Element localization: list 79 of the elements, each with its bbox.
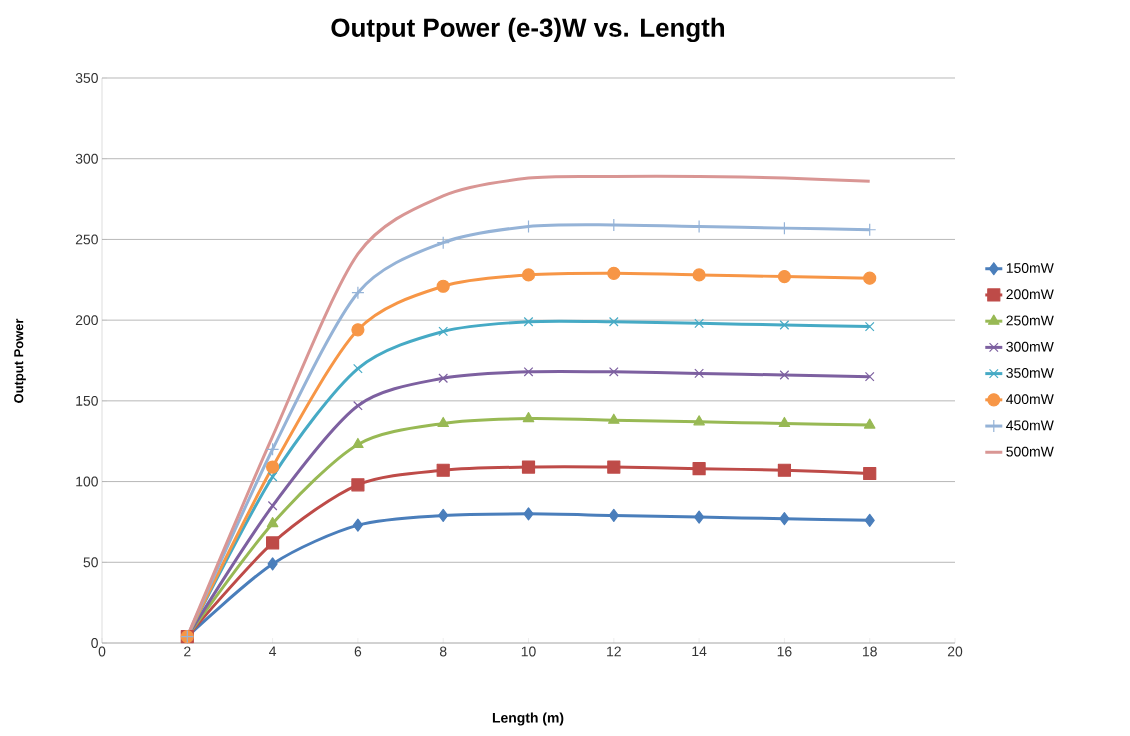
point [694,318,704,329]
point [608,366,619,377]
point [608,316,619,327]
point [521,268,536,282]
y-tick-label: 50 [83,557,98,568]
point [267,500,278,511]
x-tick-label: 20 [947,646,963,657]
x-tick-label: 2 [184,646,191,657]
point [351,286,365,300]
point [438,373,449,384]
x-tick-label: 8 [439,646,447,657]
legend-label: 500mW [1006,446,1054,457]
point [864,321,875,332]
point [779,320,790,330]
point [351,478,365,492]
point [608,413,620,424]
x-tick-label: 4 [269,646,277,657]
point [438,326,449,337]
point [863,418,876,429]
point [777,269,792,284]
point [352,518,363,532]
point [864,513,875,527]
point [436,463,450,477]
point [694,510,705,524]
legend-label: 250mW [1006,315,1054,326]
point [863,466,877,481]
y-tick-label: 200 [75,315,98,326]
legend-label: 200mW [1006,289,1054,300]
point [436,236,450,250]
point [266,460,280,474]
point [692,268,706,282]
point [778,416,791,428]
point [777,463,792,477]
point [523,316,534,327]
x-tick-label: 10 [521,646,536,657]
point [437,416,449,428]
point [352,437,364,449]
legend-label: 450mW [1006,420,1054,431]
y-axis-title: Output Power [14,318,26,403]
point [266,516,279,528]
point [438,508,449,523]
point [522,412,535,423]
point [779,512,790,526]
x-tick-label: 6 [354,646,362,657]
y-tick-label: 250 [75,234,98,245]
point [266,442,280,456]
y-tick-label: 350 [75,73,98,83]
point [267,557,278,571]
legend-label: 150mW [1006,263,1054,273]
x-tick-label: 0 [98,646,106,657]
legend-label: 350mW [1006,367,1054,378]
y-tick-label: 150 [76,395,98,406]
y-tick-label: 0 [91,638,98,648]
y-tick-label: 100 [76,476,98,487]
point [694,368,704,379]
point [607,266,621,280]
legend-label: 400mW [1006,394,1054,405]
y-tick-label: 300 [75,153,98,164]
point [863,271,877,285]
point [608,508,619,523]
x-tick-label: 18 [863,646,877,657]
point [266,536,280,550]
point [607,460,621,474]
point [864,371,875,382]
point [523,507,534,521]
point [521,460,536,474]
point [523,366,534,377]
point [351,323,365,337]
point [436,279,450,293]
x-tick-label: 16 [777,646,792,657]
point [693,415,705,426]
legend-label: 300mW [1006,341,1054,352]
chart-title: Output Power (e-3)W vs. Length [331,17,725,43]
point [779,370,790,380]
x-axis-title: Length (m) [492,712,564,726]
x-tick-label: 14 [692,646,707,657]
point [267,471,278,482]
point [692,462,706,476]
x-tick-label: 12 [607,646,621,657]
